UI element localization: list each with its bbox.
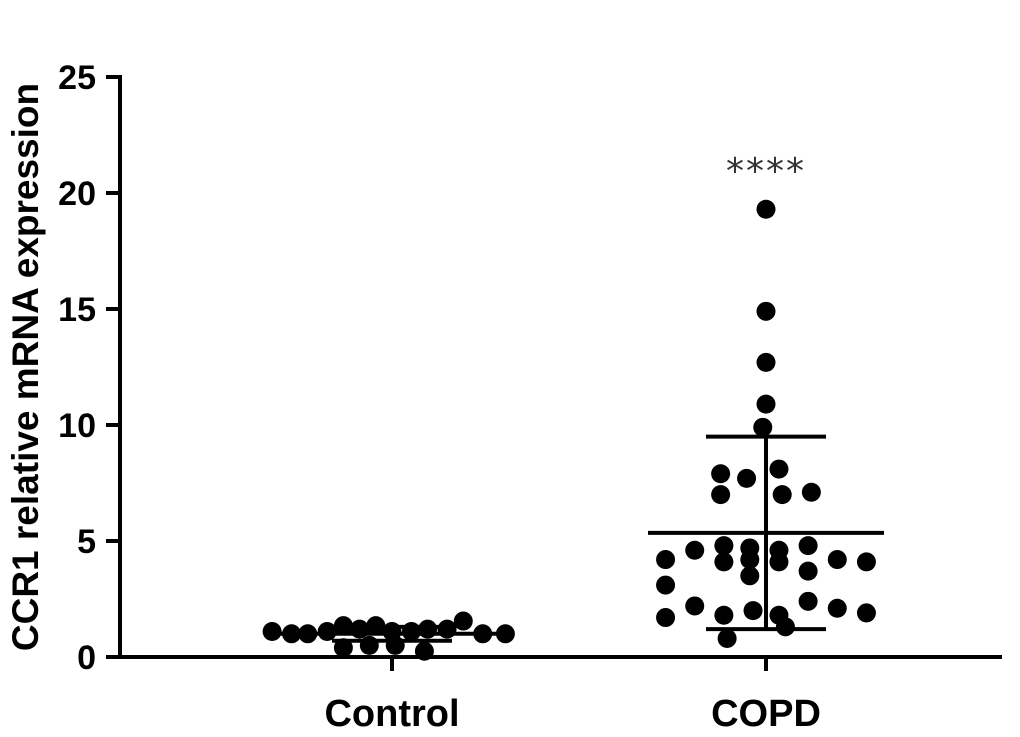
data-point bbox=[756, 301, 776, 321]
data-point bbox=[711, 485, 731, 505]
data-point bbox=[743, 601, 763, 621]
data-point bbox=[753, 417, 773, 437]
data-point bbox=[418, 619, 438, 639]
data-point bbox=[737, 468, 757, 488]
data-point bbox=[685, 540, 705, 560]
significance-label: **** bbox=[726, 151, 806, 192]
data-point bbox=[756, 394, 776, 414]
y-tick-label: 0 bbox=[77, 639, 96, 677]
data-point bbox=[711, 464, 731, 484]
data-point bbox=[333, 638, 353, 658]
data-point bbox=[714, 552, 734, 572]
data-point bbox=[656, 608, 676, 628]
plot-area: 0 5 10 15 20 25 Control COPD **** bbox=[58, 59, 1002, 735]
data-point bbox=[414, 641, 434, 661]
y-tick-label: 15 bbox=[58, 291, 96, 329]
y-tick-label: 10 bbox=[58, 407, 96, 445]
data-point bbox=[350, 619, 370, 639]
data-point bbox=[359, 635, 379, 655]
y-tick-label: 5 bbox=[77, 523, 96, 561]
y-tick-label: 20 bbox=[58, 175, 96, 213]
data-point bbox=[769, 459, 789, 479]
data-point bbox=[714, 605, 734, 625]
data-point bbox=[685, 596, 705, 616]
data-point bbox=[262, 621, 282, 641]
data-point bbox=[856, 552, 876, 572]
data-point bbox=[714, 536, 734, 556]
data-point bbox=[453, 611, 473, 631]
data-point bbox=[740, 566, 760, 586]
y-axis-title: CCR1 relative mRNA expression bbox=[5, 83, 46, 651]
data-point bbox=[772, 485, 792, 505]
data-point bbox=[756, 199, 776, 219]
data-point bbox=[775, 617, 795, 637]
x-tick-label: Control bbox=[324, 693, 459, 735]
data-point bbox=[385, 635, 405, 655]
data-point bbox=[827, 598, 847, 618]
data-point bbox=[740, 550, 760, 570]
data-point bbox=[437, 619, 457, 639]
data-point bbox=[798, 536, 818, 556]
data-point bbox=[827, 550, 847, 570]
x-tick-label: COPD bbox=[711, 693, 821, 735]
data-point bbox=[717, 628, 737, 648]
data-point bbox=[798, 591, 818, 611]
data-point bbox=[656, 575, 676, 595]
data-point bbox=[401, 621, 421, 641]
data-point bbox=[317, 621, 337, 641]
data-point bbox=[756, 352, 776, 372]
y-tick-label: 25 bbox=[58, 59, 96, 97]
data-point bbox=[801, 482, 821, 502]
data-point bbox=[798, 561, 818, 581]
data-point bbox=[769, 552, 789, 572]
data-point bbox=[856, 603, 876, 623]
data-point bbox=[656, 550, 676, 570]
